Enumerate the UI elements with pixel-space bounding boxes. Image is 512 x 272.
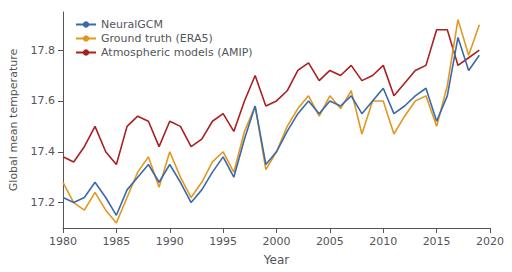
svg-text:1985: 1985 <box>102 235 130 248</box>
svg-text:2005: 2005 <box>316 235 344 248</box>
svg-text:1980: 1980 <box>49 235 77 248</box>
svg-text:2000: 2000 <box>263 235 291 248</box>
svg-text:Atmospheric models (AMIP): Atmospheric models (AMIP) <box>101 46 253 59</box>
svg-text:17.4: 17.4 <box>31 145 56 158</box>
svg-text:Year: Year <box>263 253 289 267</box>
svg-text:2010: 2010 <box>369 235 397 248</box>
svg-text:17.2: 17.2 <box>31 196 56 209</box>
svg-text:1995: 1995 <box>209 235 237 248</box>
svg-text:17.8: 17.8 <box>31 44 56 57</box>
svg-text:1990: 1990 <box>156 235 184 248</box>
svg-text:NeuralGCM: NeuralGCM <box>101 18 163 31</box>
svg-text:Ground truth (ERA5): Ground truth (ERA5) <box>101 32 213 45</box>
svg-text:Global mean temperature: Global mean temperature <box>7 49 20 192</box>
svg-text:2015: 2015 <box>423 235 451 248</box>
svg-text:2020: 2020 <box>476 235 504 248</box>
svg-text:17.6: 17.6 <box>31 94 56 107</box>
